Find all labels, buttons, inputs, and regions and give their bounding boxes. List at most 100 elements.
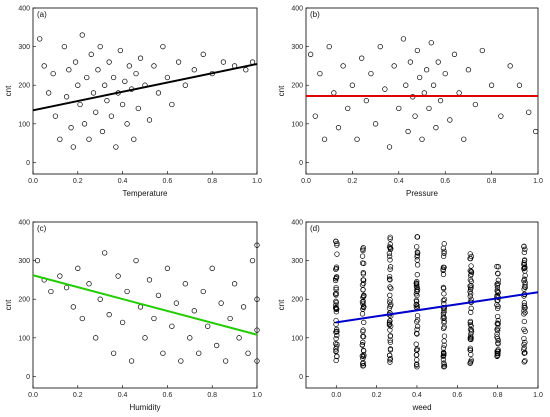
data-point: [522, 284, 528, 290]
data-points: [307, 36, 539, 150]
data-point: [333, 317, 339, 324]
data-point: [249, 257, 256, 264]
x-axis-label: Temperature: [123, 189, 168, 198]
y-tick-label: 0: [299, 374, 303, 381]
data-point: [417, 74, 423, 81]
data-point: [387, 327, 393, 333]
data-point: [334, 332, 340, 339]
data-point: [467, 336, 473, 342]
data-point: [333, 346, 339, 352]
data-point: [391, 63, 397, 69]
data-point: [441, 250, 447, 256]
data-point: [495, 303, 501, 309]
x-tick-label: 0.2: [348, 178, 358, 185]
x-tick-label: 1.0: [252, 392, 262, 399]
data-point: [119, 319, 126, 326]
data-point: [495, 313, 501, 320]
panel-label: (c): [37, 224, 47, 233]
data-point: [349, 82, 356, 88]
data-point: [124, 121, 130, 127]
x-tick-label: 0.2: [372, 392, 382, 399]
data-point: [360, 245, 367, 251]
data-point: [146, 277, 153, 283]
data-point: [360, 306, 366, 312]
x-tick-label: 0.6: [163, 392, 173, 399]
data-point: [245, 350, 251, 356]
data-point: [441, 309, 447, 315]
data-point: [240, 304, 247, 310]
data-point: [155, 90, 162, 96]
data-point: [388, 285, 394, 292]
data-point: [187, 335, 193, 341]
data-point: [368, 70, 374, 77]
data-point: [521, 302, 527, 309]
data-point: [377, 43, 383, 50]
data-point: [50, 70, 56, 77]
data-point: [441, 342, 447, 348]
data-point: [396, 105, 402, 112]
data-point: [254, 358, 260, 364]
y-tick-label: 100: [18, 121, 30, 128]
x-tick-label: 0.8: [487, 178, 497, 185]
data-point: [386, 321, 393, 327]
data-point: [254, 242, 260, 248]
data-point: [372, 121, 379, 127]
data-point: [334, 353, 340, 359]
data-point: [359, 353, 366, 359]
data-point: [521, 286, 527, 292]
data-point: [104, 98, 110, 104]
data-point: [494, 331, 500, 337]
y-tick-label: 200: [291, 297, 303, 304]
y-tick-label: 400: [291, 6, 303, 13]
plot-frame: [32, 7, 258, 175]
data-point: [414, 352, 420, 358]
data-point: [191, 308, 197, 314]
data-point: [387, 266, 393, 272]
data-points: [332, 234, 528, 370]
data-point: [414, 357, 420, 363]
data-point: [332, 291, 339, 297]
data-point: [479, 47, 485, 54]
data-point: [440, 284, 447, 291]
data-point: [175, 59, 182, 65]
data-point: [467, 345, 473, 351]
data-point: [63, 284, 70, 291]
data-point: [361, 319, 367, 326]
data-point: [333, 298, 339, 304]
data-point: [214, 342, 220, 349]
data-point: [522, 246, 528, 252]
data-point: [419, 136, 425, 142]
data-point: [361, 353, 367, 360]
data-point: [360, 277, 366, 283]
data-point: [414, 234, 421, 240]
x-axis-label: Humidity: [129, 403, 160, 412]
data-point: [333, 290, 339, 296]
x-axis-label: weed: [411, 403, 431, 412]
data-point: [52, 113, 59, 119]
y-tick-label: 300: [18, 258, 30, 265]
data-point: [37, 36, 43, 42]
data-point: [467, 321, 474, 328]
data-point: [334, 343, 340, 350]
data-point: [495, 317, 501, 324]
data-point: [507, 63, 513, 69]
x-tick-label: 0.6: [440, 178, 450, 185]
data-point: [169, 323, 175, 329]
x-tick-label: 0.8: [493, 392, 503, 399]
data-point: [128, 358, 135, 364]
data-point: [387, 241, 393, 247]
data-point: [155, 292, 162, 298]
data-point: [110, 350, 117, 356]
data-point: [465, 67, 472, 73]
data-point: [333, 309, 339, 315]
data-point: [386, 250, 393, 257]
data-point: [386, 253, 393, 259]
data-point: [413, 341, 419, 347]
data-points: [34, 242, 260, 364]
data-point: [93, 335, 99, 341]
data-point: [90, 90, 97, 96]
data-point: [413, 362, 420, 368]
data-point: [495, 305, 501, 312]
data-point: [387, 303, 393, 309]
data-point: [135, 105, 141, 112]
